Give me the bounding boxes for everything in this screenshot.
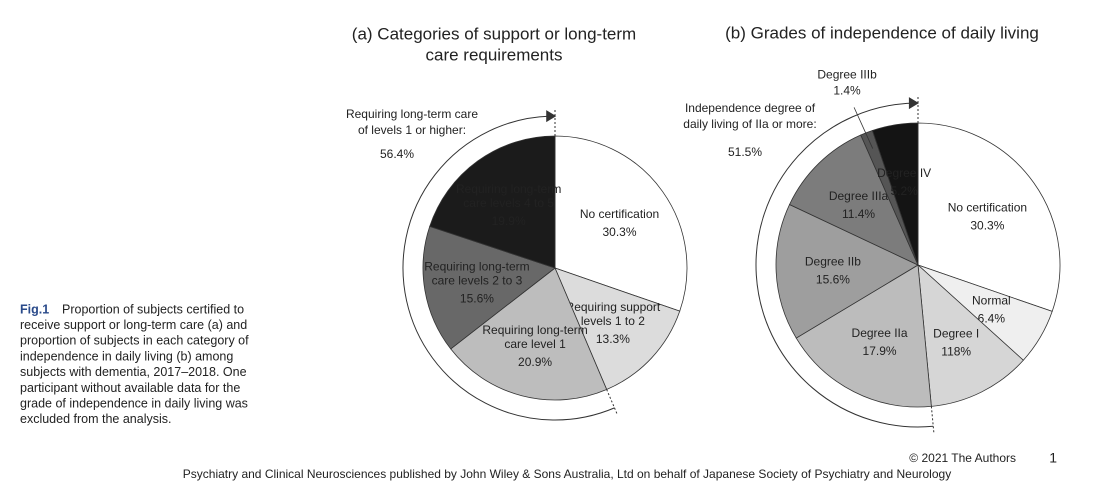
slice-value: 17.9%	[863, 344, 897, 358]
caption-line: receive support or long-term care (a) an…	[20, 318, 247, 332]
caption-line: subjects with dementia, 2017–2018. One	[20, 365, 247, 379]
slice-label: Degree IIb	[805, 254, 861, 268]
slice-value: 20.9%	[518, 355, 552, 369]
pie-slice	[429, 135, 556, 269]
pie-slice	[788, 134, 919, 266]
slice-value: 13.3%	[596, 332, 630, 346]
slice-label: No certification	[580, 207, 659, 221]
caption-line: grade of independence in daily living wa…	[20, 396, 248, 410]
pie-slice	[795, 264, 932, 408]
arrow-head	[546, 110, 557, 123]
pie-slice	[422, 225, 556, 350]
dotted-marker	[606, 389, 618, 414]
annotation-line: Independence degree of	[685, 101, 816, 115]
slice-value: 30.3%	[970, 219, 1004, 233]
slice-value: 19.9%	[492, 214, 526, 228]
slice-value: 11.4%	[842, 207, 875, 221]
slice-value: 118%	[941, 344, 971, 358]
caption-label: Fig.1	[20, 302, 49, 316]
pie-slice	[775, 204, 919, 339]
page-number: 1	[1049, 450, 1057, 466]
slice-label: care levels 4 to 5	[463, 196, 554, 210]
slice-label: Requiring support	[566, 300, 661, 314]
slice-value: 1.4%	[833, 84, 861, 98]
caption-line: Proportion of subjects certified to	[62, 302, 244, 316]
slice-label: Requiring long-term	[456, 182, 561, 196]
annotation-line: Requiring long-term care	[346, 107, 478, 121]
slice-label: Degree IIIb	[817, 68, 877, 82]
slice-label: Normal	[972, 294, 1011, 308]
slice-label: Degree IIa	[852, 326, 908, 340]
annotation-line: daily living of IIa or more:	[683, 117, 816, 131]
slice-label: levels 1 to 2	[581, 314, 645, 328]
dotted-marker	[930, 406, 935, 433]
slice-value: 30.3%	[602, 225, 636, 239]
chart-title: (b) Grades of independence of daily livi…	[725, 23, 1039, 42]
slice-value: 15.6%	[460, 292, 494, 306]
caption-line: independence in daily living (b) among	[20, 349, 233, 363]
caption-line: participant without available data for t…	[20, 381, 240, 395]
pie-slice	[917, 264, 1024, 407]
pie-slice	[554, 135, 688, 312]
annotation-line: of levels 1 or higher:	[358, 123, 466, 137]
pie-slice	[450, 267, 608, 401]
chart-title: care requirements	[425, 45, 562, 64]
slice-value: 6.4%	[978, 312, 1006, 326]
copyright: © 2021 The Authors	[909, 451, 1016, 465]
slice-label: care levels 2 to 3	[432, 274, 523, 288]
slice-label: Degree IV	[877, 166, 931, 180]
publisher: Psychiatry and Clinical Neurosciences pu…	[183, 467, 951, 481]
chart-title: (a) Categories of support or long-term	[352, 24, 636, 43]
arrow-head	[908, 97, 919, 110]
slice-label: No certification	[948, 201, 1027, 215]
slice-label: Degree IIIa	[829, 189, 889, 203]
annotation-value: 51.5%	[728, 145, 762, 159]
leader-line	[853, 107, 874, 149]
slice-value: 5.2%	[890, 184, 918, 198]
slice-label: Requiring long-term	[482, 323, 587, 337]
pie-slice	[917, 122, 1061, 312]
bracket-arc	[402, 115, 615, 421]
slice-label: Requiring long-term	[424, 260, 529, 274]
pie-slice	[554, 267, 681, 390]
annotation-value: 56.4%	[380, 147, 414, 161]
slice-label: Degree I	[933, 326, 979, 340]
caption-line: excluded from the analysis.	[20, 412, 171, 426]
slice-value: 15.6%	[816, 272, 850, 286]
bracket-arc	[755, 102, 934, 428]
slice-label: care level 1	[504, 337, 566, 351]
caption-line: proportion of subjects in each category …	[20, 334, 249, 348]
